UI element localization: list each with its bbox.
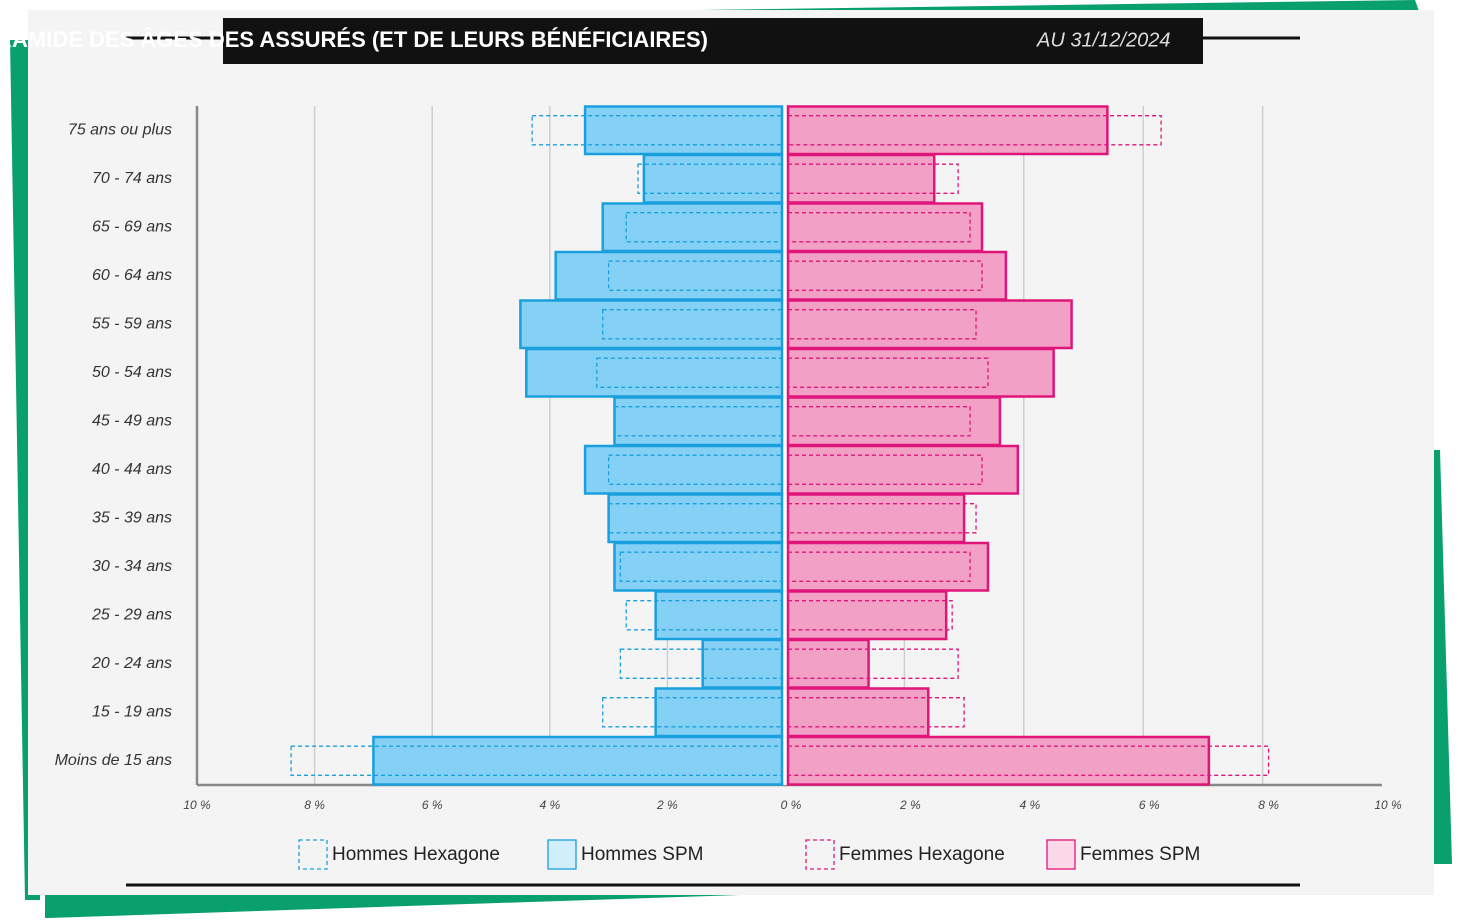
title-box (223, 18, 1203, 64)
bar (519, 299, 784, 350)
y-tick-label: 25 - 29 ans (91, 606, 172, 623)
bar (786, 735, 1211, 786)
x-tick-label: 8 % (1258, 798, 1279, 812)
bar (787, 648, 959, 679)
y-tick-label: 50 - 54 ans (92, 364, 172, 381)
y-tick-label: Moins de 15 ans (55, 752, 172, 769)
x-tick-label: 10 % (183, 798, 211, 812)
bar (583, 105, 784, 156)
bar (637, 163, 783, 194)
y-tick-label: 30 - 34 ans (92, 558, 172, 575)
x-tick-label: 8 % (304, 798, 325, 812)
bar (625, 600, 783, 631)
y-tick-label: 70 - 74 ans (92, 170, 172, 187)
y-tick-label: 20 - 24 ans (91, 655, 172, 672)
bar (596, 357, 783, 388)
bar (786, 590, 948, 641)
bar (787, 600, 953, 631)
x-tick-label: 4 % (1019, 798, 1040, 812)
x-tick-label: 0 % (781, 798, 802, 812)
bar (607, 493, 784, 544)
legend-label: Hommes SPM (581, 844, 703, 865)
legend-swatch (805, 839, 835, 870)
y-tick-label: 65 - 69 ans (92, 218, 172, 235)
bar (786, 299, 1073, 350)
legend-swatch (298, 839, 328, 870)
bar (786, 105, 1109, 156)
bar (554, 250, 784, 301)
x-tick-label: 2 % (899, 798, 921, 812)
deco-bottom (45, 890, 740, 918)
bar (786, 687, 930, 738)
bar (786, 493, 966, 544)
bar (787, 212, 971, 243)
y-tick-label: 60 - 64 ans (92, 267, 172, 284)
bar (786, 444, 1020, 495)
x-tick-label: 6 % (1139, 798, 1160, 812)
bar (613, 406, 783, 437)
x-tick-label: 2 % (656, 798, 678, 812)
bar (786, 347, 1055, 398)
x-tick-label: 4 % (539, 798, 560, 812)
bar (607, 454, 783, 485)
bar (619, 648, 783, 679)
bar (607, 503, 783, 534)
y-tick-label: 15 - 19 ans (92, 703, 172, 720)
legend-label: Femmes SPM (1080, 844, 1200, 865)
bar (607, 260, 783, 291)
bar (654, 687, 784, 738)
bar (619, 551, 783, 582)
bar (787, 163, 959, 194)
bar (786, 396, 1002, 447)
y-tick-label: 45 - 49 ans (92, 412, 172, 429)
bar (787, 697, 965, 728)
bar (642, 153, 784, 204)
bar (372, 735, 784, 786)
bar (787, 406, 971, 437)
bar (613, 541, 784, 592)
bar (602, 697, 783, 728)
bar (787, 745, 1270, 776)
bar (787, 115, 1162, 146)
chart-subtitle: AU 31/12/2024 (1036, 29, 1170, 51)
bar (601, 202, 784, 253)
bar (625, 212, 783, 243)
bar (786, 638, 870, 689)
bar (787, 357, 989, 388)
y-tick-label: 35 - 39 ans (92, 509, 172, 526)
legend-swatch (547, 839, 577, 870)
y-tick-label: 55 - 59 ans (92, 315, 172, 332)
bar (787, 309, 977, 340)
legend-label: Femmes Hexagone (839, 844, 1005, 865)
y-tick-label: 75 ans ou plus (68, 121, 172, 138)
bar (525, 347, 784, 398)
bar (583, 444, 784, 495)
bar (786, 202, 984, 253)
chart-title: PYRAMIDE DES ÂGES DES ASSURÉS (ET DE LEU… (0, 27, 708, 52)
deco-right (1430, 450, 1452, 864)
bar (787, 551, 971, 582)
bar (654, 590, 784, 641)
x-tick-label: 6 % (422, 798, 443, 812)
bar (701, 638, 784, 689)
x-tick-label: 10 % (1374, 798, 1402, 812)
bar (786, 153, 936, 204)
y-tick-label: 40 - 44 ans (92, 461, 172, 478)
bar (786, 250, 1008, 301)
bar (787, 503, 977, 534)
legend-swatch (1046, 839, 1076, 870)
bar (602, 309, 783, 340)
bar (786, 541, 990, 592)
bar (613, 396, 784, 447)
legend-label: Hommes Hexagone (332, 844, 500, 865)
bar (290, 745, 783, 776)
